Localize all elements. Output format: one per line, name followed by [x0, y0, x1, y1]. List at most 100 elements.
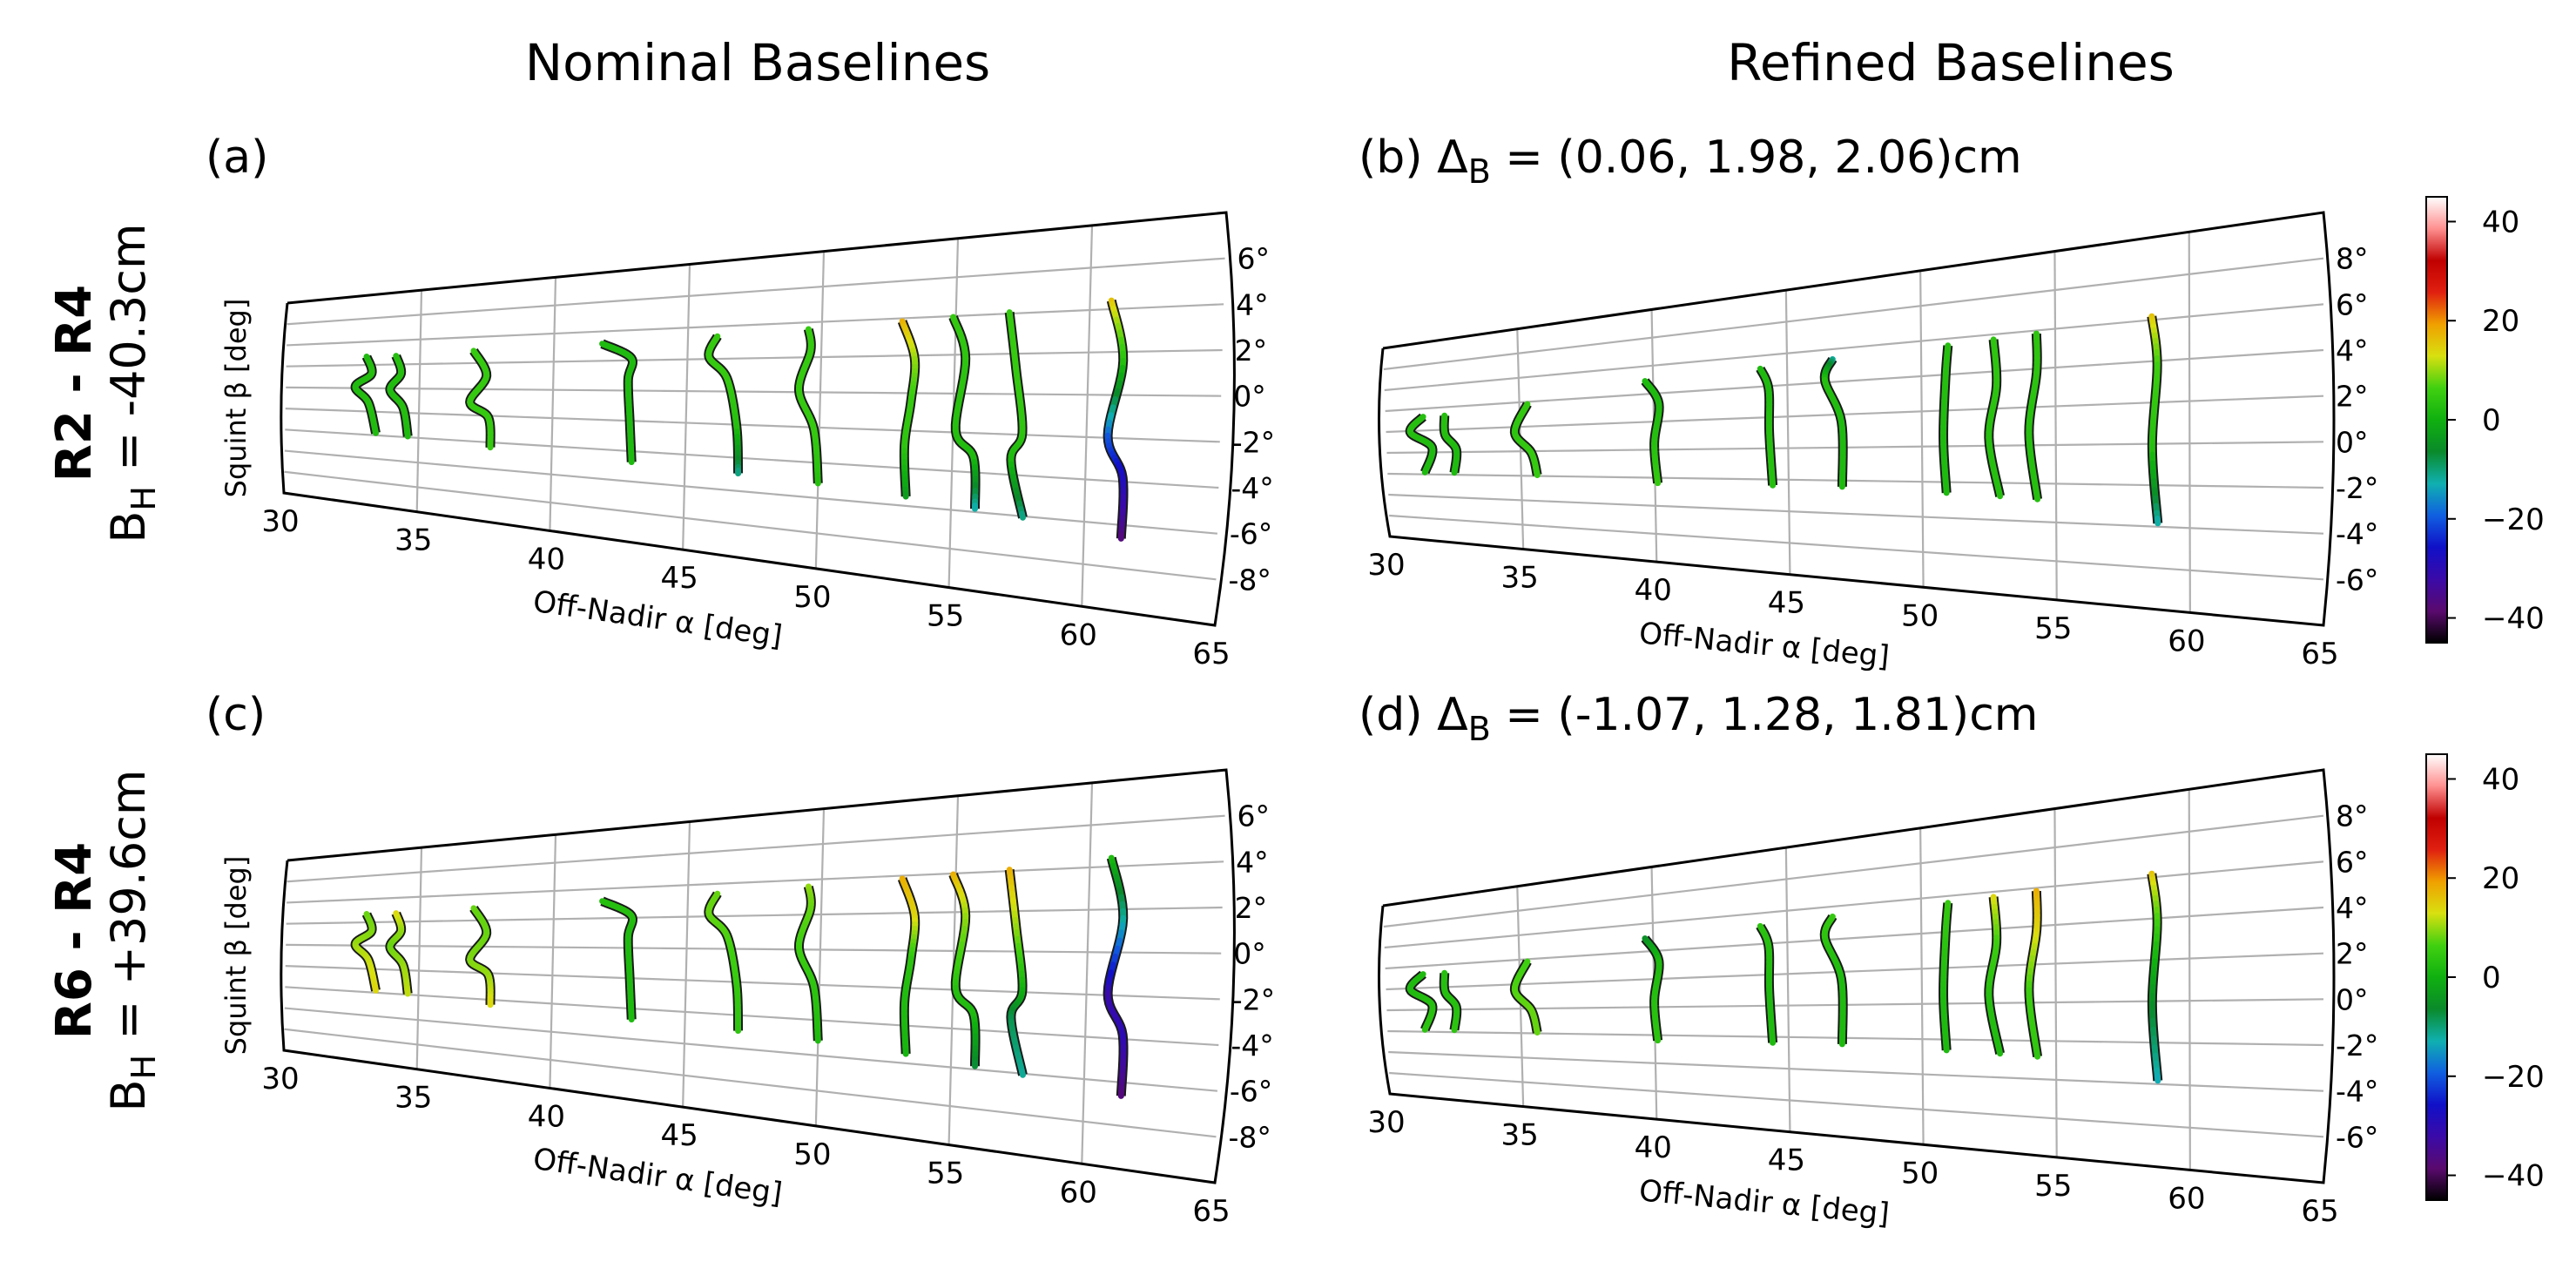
grid-line-beta — [1386, 998, 2324, 1012]
track — [1756, 922, 1778, 1046]
grid-line-beta — [284, 1007, 1217, 1092]
x-axis-label: Off-Nadir α [deg] — [531, 1142, 785, 1211]
y-tick-label: -6° — [2336, 1120, 2378, 1154]
colorbar-gradient — [2425, 196, 2448, 644]
grid-line-beta — [1388, 493, 2324, 535]
x-tick-label: 55 — [927, 1157, 964, 1191]
y-tick-label: -8° — [1228, 563, 1271, 597]
panel-c-frame — [280, 768, 1236, 1184]
x-tick-label: 40 — [1635, 1130, 1672, 1165]
x-tick-label: 65 — [1192, 637, 1230, 671]
track — [2147, 313, 2163, 527]
grid-line-beta — [1386, 952, 2324, 991]
grid-line-alpha — [415, 290, 423, 512]
track — [793, 325, 823, 487]
y-tick-label: 4° — [1236, 845, 1269, 879]
colorbar-top: 40 20 0 −20 −40 — [2425, 196, 2545, 644]
panel-b-grid — [1383, 232, 2324, 613]
row-label-2-pair: R6 - R4 — [46, 842, 103, 1039]
grid-line-alpha — [2188, 232, 2191, 613]
row-label-1-baseline: BH = -40.3cm — [101, 223, 163, 543]
track — [1756, 365, 1778, 489]
track — [350, 910, 381, 994]
x-tick-label: 35 — [394, 523, 432, 558]
panel-a-tracks — [350, 297, 1129, 542]
y-tick-label: -4° — [1231, 1029, 1273, 1062]
track — [704, 890, 744, 1035]
track — [948, 314, 981, 512]
grid-line-beta — [287, 303, 1224, 347]
panel-c-tracks — [350, 854, 1129, 1099]
track — [897, 318, 920, 500]
track — [465, 905, 496, 1009]
track-segment — [1421, 468, 1429, 476]
track-segment — [1019, 1068, 1026, 1078]
colorbar-tick-label: 20 — [2482, 861, 2519, 896]
track-segment — [1996, 489, 2004, 500]
x-tick-label: 50 — [1901, 1156, 1939, 1191]
grid-line-beta — [287, 257, 1225, 326]
track — [1984, 894, 2005, 1057]
track — [1939, 900, 1953, 1054]
track — [1641, 934, 1664, 1044]
track — [599, 339, 637, 465]
y-axis-label: Squint β [deg] — [219, 856, 253, 1056]
panel-c-grid — [284, 782, 1225, 1164]
track — [350, 353, 381, 436]
colorbar-tick-label: −20 — [2482, 503, 2545, 537]
colorbar-bottom: 40 20 0 −20 −40 — [2425, 753, 2545, 1201]
x-tick-label: 50 — [793, 580, 831, 615]
grid-line-beta — [286, 906, 1223, 925]
track — [1509, 958, 1542, 1036]
row-label-1: R2 - R4 BH = -40.3cm — [46, 223, 163, 543]
x-tick-label: 60 — [2168, 1181, 2205, 1216]
y-tick-label: 2° — [1235, 891, 1268, 925]
grid-line-beta — [1385, 348, 2324, 413]
track — [385, 352, 413, 440]
track-segment — [1421, 1025, 1429, 1033]
y-tick-label: 0° — [1233, 937, 1266, 971]
y-tick-label: 0° — [2336, 982, 2369, 1016]
grid-line-alpha — [415, 847, 423, 1069]
grid-line-alpha — [814, 251, 826, 569]
x-tick-label: 30 — [261, 504, 299, 539]
track — [2024, 330, 2043, 503]
y-tick-label: -2° — [2336, 1029, 2378, 1062]
grid-line-beta — [285, 408, 1220, 443]
y-tick-label: -8° — [1228, 1120, 1271, 1154]
grid-line-beta — [1387, 472, 2324, 489]
grid-line-alpha — [1081, 225, 1094, 607]
x-tick-label: 35 — [1501, 561, 1539, 596]
track — [948, 871, 981, 1069]
track — [1641, 377, 1664, 487]
grid-line-alpha — [549, 834, 557, 1089]
panel-b: (b) ΔB = (0.06, 1.98, 2.06)cm 8° 6° 4° 2° 0°… — [1359, 132, 2378, 674]
row-label-2-baseline: BH = +39.6cm — [101, 770, 163, 1112]
y-axis-label: Squint β [deg] — [219, 299, 253, 498]
y-tick-label: 8° — [2336, 242, 2369, 276]
x-tick-label: 45 — [1768, 1143, 1805, 1178]
x-tick-label: 55 — [2034, 611, 2072, 646]
col-title-refined: Refined Baselines — [1727, 33, 2175, 92]
colorbar-tick-label: −40 — [2482, 602, 2545, 637]
x-tick-label: 55 — [2034, 1169, 2072, 1204]
x-tick-label: 40 — [528, 1099, 565, 1134]
x-tick-label: 60 — [2168, 624, 2205, 658]
y-tick-label: 4° — [2336, 334, 2369, 368]
track-segment — [2033, 492, 2041, 503]
grid-line-beta — [284, 1028, 1217, 1138]
x-axis-label: Off-Nadir α [deg] — [1637, 1173, 1891, 1231]
track — [2147, 870, 2163, 1084]
x-tick-label: 35 — [394, 1081, 432, 1116]
grid-line-alpha — [2053, 251, 2058, 600]
x-axis-label: Off-Nadir α [deg] — [531, 584, 785, 654]
track — [1819, 913, 1848, 1048]
y-tick-label: 6° — [1237, 242, 1271, 276]
grid-line-beta — [287, 814, 1225, 883]
row-label-2: R6 - R4 BH = +39.6cm — [46, 770, 163, 1112]
x-tick-label: 45 — [661, 561, 698, 596]
grid-line-beta — [286, 943, 1222, 955]
grid-line-beta — [284, 470, 1217, 581]
panel-d: (d) ΔB = (-1.07, 1.28, 1.81)cm 8° 6° 4° 2° 0… — [1359, 689, 2378, 1231]
y-tick-label: -6° — [1230, 1075, 1272, 1109]
